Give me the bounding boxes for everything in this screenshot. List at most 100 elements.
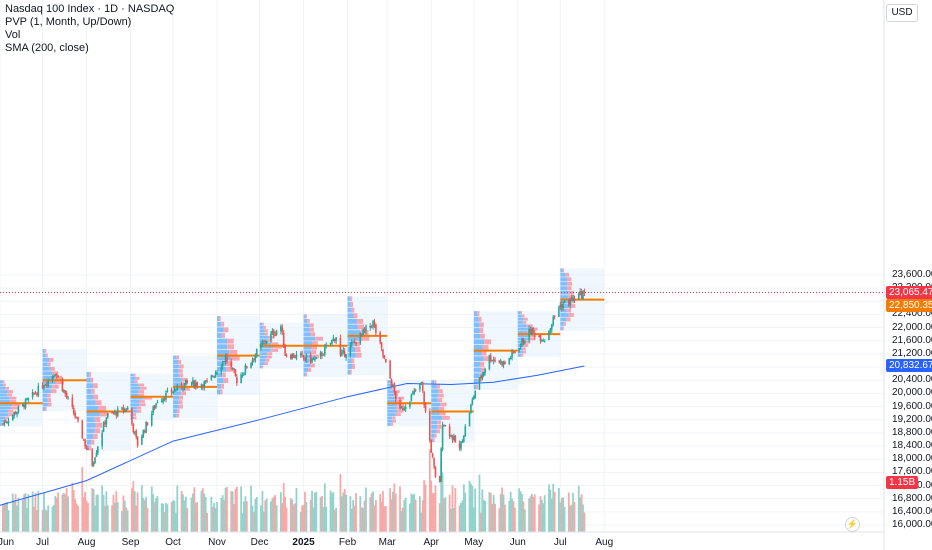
profile-bar-down xyxy=(567,281,572,286)
candle-body xyxy=(13,411,15,416)
profile-bar-up xyxy=(303,323,310,328)
volume-bar xyxy=(559,502,562,532)
volume-bar xyxy=(241,513,244,532)
profile-bar-up xyxy=(347,301,351,307)
symbol-title[interactable]: Nasdaq 100 Index · 1D · NASDAQ xyxy=(5,3,175,15)
profile-bar-up xyxy=(517,324,527,328)
candle-body xyxy=(549,328,552,332)
candle-body xyxy=(309,354,312,363)
volume-bar xyxy=(45,510,48,532)
last-price-tag: 23,065.47 xyxy=(886,285,932,299)
candle-body xyxy=(499,360,502,363)
candle-body xyxy=(185,379,187,385)
profile-bar-down xyxy=(265,358,270,362)
volume-bar xyxy=(380,501,383,532)
volume-bar xyxy=(305,502,308,532)
volume-bar xyxy=(474,488,477,532)
candle-body xyxy=(400,407,403,409)
volume-bar xyxy=(403,499,406,532)
volume-bar xyxy=(360,507,363,532)
profile-bar-up xyxy=(259,329,265,333)
profile-bar-down xyxy=(351,364,355,369)
sma-indicator-label[interactable]: SMA (200, close) xyxy=(5,42,89,54)
pvp-indicator-label[interactable]: PVP (1, Month, Up/Down) xyxy=(5,16,132,28)
candle-body xyxy=(162,398,164,402)
volume-bar xyxy=(112,494,115,532)
profile-bar-up xyxy=(560,268,563,273)
candle-body xyxy=(324,346,326,355)
profile-bar-up xyxy=(130,393,139,397)
profile-bar-down xyxy=(49,357,54,362)
candle-body xyxy=(135,430,137,437)
candle-body xyxy=(125,409,128,411)
candle-body xyxy=(580,291,583,299)
profile-bar-down xyxy=(479,322,484,328)
candle-body xyxy=(441,424,444,450)
volume-bar xyxy=(106,505,109,532)
profile-bar-down xyxy=(437,424,442,429)
volume-bar xyxy=(194,502,197,532)
candle-body xyxy=(182,388,184,390)
volume-bar xyxy=(539,496,542,532)
profile-bar-down xyxy=(50,389,57,394)
candle-body xyxy=(502,361,505,365)
volume-indicator-label[interactable]: Vol xyxy=(5,29,21,41)
volume-bar xyxy=(570,504,573,532)
candle-body xyxy=(61,378,64,392)
candle-body xyxy=(572,297,574,302)
volume-bar xyxy=(190,497,193,532)
profile-bar-up xyxy=(303,372,306,377)
candle-body xyxy=(410,394,413,402)
profile-bar-down xyxy=(98,405,107,411)
time-tick-label: May xyxy=(464,537,484,548)
profile-bar-up xyxy=(259,365,262,369)
volume-bar xyxy=(335,507,338,532)
volume-bar xyxy=(72,490,75,532)
candle-body xyxy=(573,298,576,301)
candle-body xyxy=(394,391,397,400)
profile-bar-up xyxy=(217,378,224,384)
candle-body xyxy=(501,361,503,366)
profile-bar-up xyxy=(473,373,480,379)
candle-body xyxy=(385,358,387,362)
candle-body xyxy=(438,476,441,482)
profile-bar-down xyxy=(9,396,17,400)
currency-button[interactable]: USD xyxy=(886,4,918,22)
profile-bar-down xyxy=(2,380,5,384)
volume-bar xyxy=(104,506,106,532)
volume-bar xyxy=(514,507,516,532)
volume-bar xyxy=(441,472,444,532)
volume-bar xyxy=(105,491,108,532)
volume-bar xyxy=(501,487,504,532)
volume-bar xyxy=(116,502,119,532)
volume-bar xyxy=(163,512,166,532)
profile-bar-down xyxy=(221,383,225,389)
profile-bar-down xyxy=(354,341,360,347)
candle-body xyxy=(165,392,167,400)
volume-bar xyxy=(462,484,465,532)
profile-bar-up xyxy=(217,327,224,333)
volume-bar xyxy=(481,489,484,532)
profile-bar-down xyxy=(138,393,145,397)
volume-bar xyxy=(135,505,138,532)
profile-bar-down xyxy=(567,286,572,291)
candle-body xyxy=(54,375,57,377)
volume-bar xyxy=(223,499,226,532)
profile-bar-up xyxy=(431,424,438,429)
candle-body xyxy=(152,406,154,413)
profile-bar-down xyxy=(220,389,223,395)
flash-icon[interactable]: ⚡ xyxy=(845,517,860,532)
profile-bar-down xyxy=(353,313,358,319)
volume-bar xyxy=(379,494,382,532)
volume-bar xyxy=(294,503,296,532)
volume-bar xyxy=(458,505,461,532)
candle-body xyxy=(173,389,176,393)
candle-body xyxy=(55,374,58,376)
candle-body xyxy=(216,372,218,374)
candle-body xyxy=(560,304,563,309)
volume-bar xyxy=(27,494,30,532)
profile-bar-down xyxy=(438,389,443,394)
candle-body xyxy=(65,392,68,398)
volume-bar xyxy=(289,498,292,532)
